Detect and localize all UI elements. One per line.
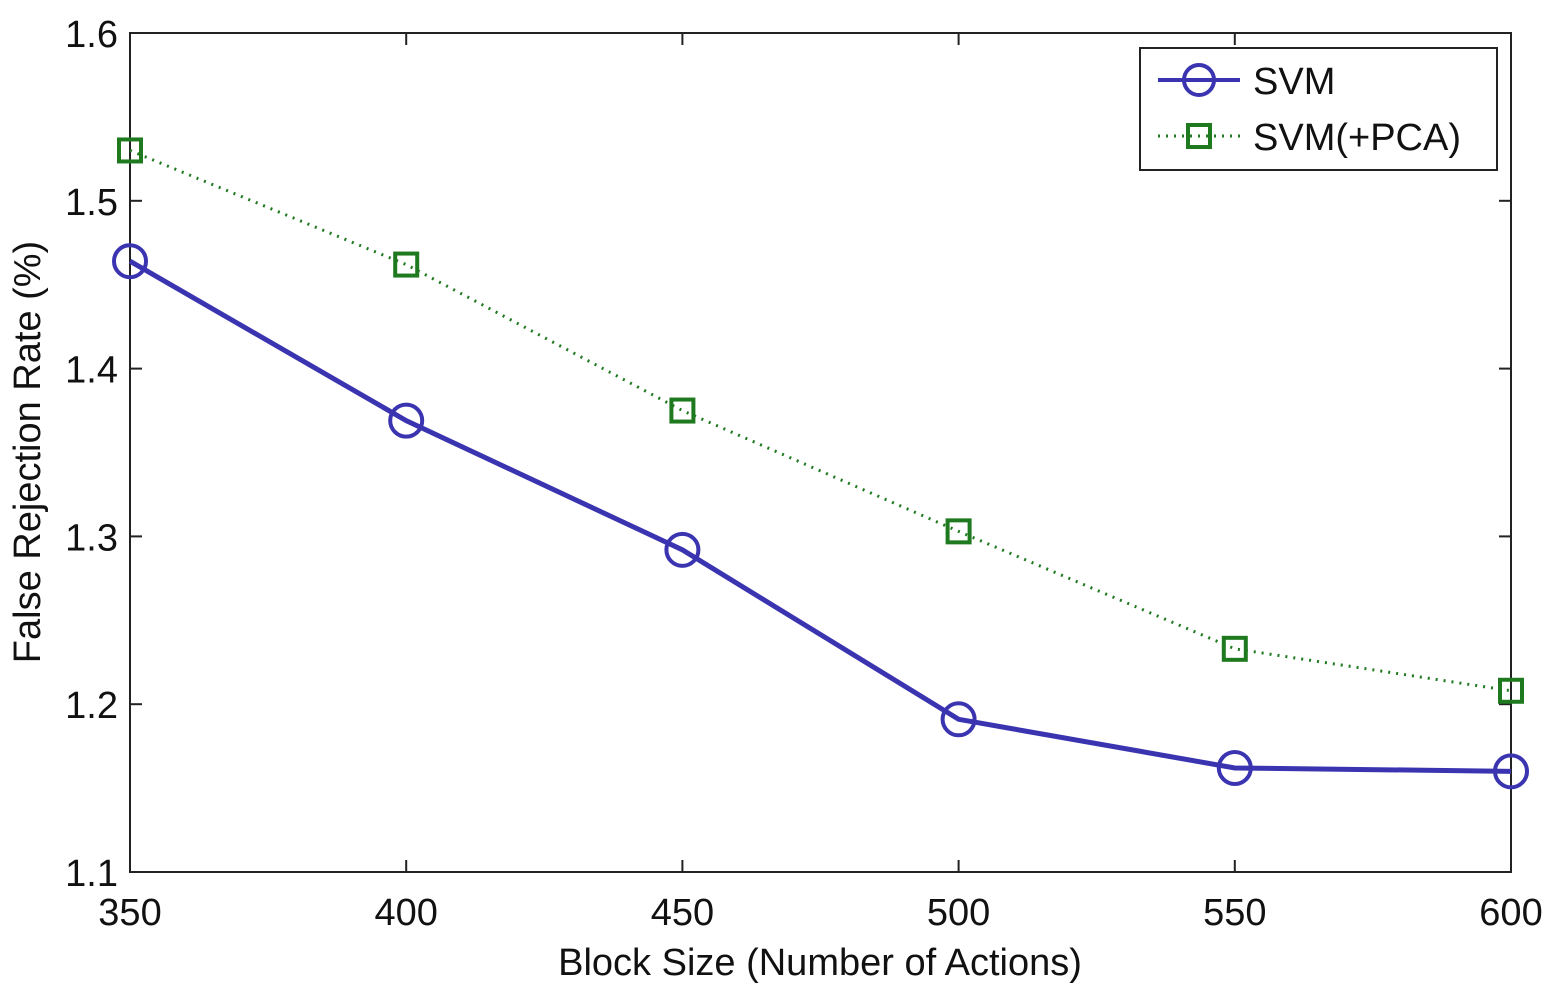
x-axis-label: Block Size (Number of Actions) xyxy=(558,942,1082,984)
x-tick-label: 500 xyxy=(927,892,990,934)
legend-label-pca: SVM(+PCA) xyxy=(1253,117,1461,159)
plot-area xyxy=(129,32,1512,873)
data-point-svm xyxy=(940,701,977,738)
legend-marker-pca xyxy=(1186,123,1212,149)
data-point-svm xyxy=(388,402,425,439)
data-point-svm xyxy=(112,243,148,280)
legend: SVM SVM(+PCA) xyxy=(1139,47,1498,171)
x-tick-label: 450 xyxy=(651,892,714,934)
series-line-svm xyxy=(128,259,1512,774)
data-point-svm-pca xyxy=(117,137,143,164)
series-line-svm-pca xyxy=(129,149,1512,693)
y-tick-label: 1.2 xyxy=(65,685,118,727)
data-point-svm xyxy=(1493,753,1529,790)
x-tick-label: 550 xyxy=(1203,892,1266,934)
x-tick-label: 350 xyxy=(98,892,161,934)
y-tick-label: 1.5 xyxy=(65,182,118,224)
x-tick-label: 400 xyxy=(374,892,437,934)
data-point-svm xyxy=(1216,749,1253,786)
data-point-svm-pca xyxy=(393,251,420,278)
y-tick-label: 1.6 xyxy=(65,14,118,56)
legend-label-svm: SVM xyxy=(1253,61,1335,103)
y-tick-label: 1.3 xyxy=(65,517,118,559)
data-point-svm-pca xyxy=(945,518,972,545)
legend-box xyxy=(1139,47,1498,171)
data-point-svm-pca xyxy=(1221,635,1248,662)
data-point-svm-pca xyxy=(669,397,696,424)
y-tick-label: 1.4 xyxy=(65,350,118,392)
y-tick-label: 1.1 xyxy=(65,853,118,895)
legend-marker-svm xyxy=(1182,63,1216,97)
y-axis-label: False Rejection Rate (%) xyxy=(7,241,49,663)
data-point-svm-pca xyxy=(1498,677,1524,704)
data-point-svm xyxy=(664,531,701,568)
x-tick-label: 600 xyxy=(1479,892,1542,934)
